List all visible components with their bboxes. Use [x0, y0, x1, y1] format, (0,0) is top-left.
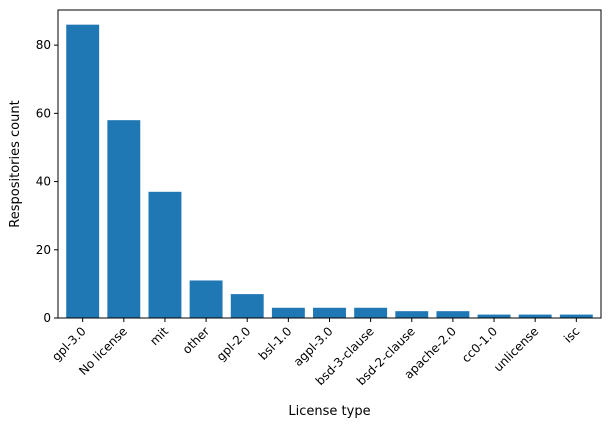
bar-bsd-2-clause — [395, 311, 429, 318]
bar-unlicense — [518, 314, 552, 318]
bar-isc — [559, 314, 593, 318]
bar-cc0-1.0 — [477, 314, 511, 318]
x-axis-label: License type — [288, 404, 370, 419]
plot-frame — [57, 9, 602, 319]
y-tick-label: 40 — [36, 175, 51, 189]
bar-other — [189, 280, 223, 318]
x-tick-label: cc0-1.0 — [459, 324, 500, 365]
x-axis-ticks: gpl-3.0No license mit other gpl-2.0 bsl-1.0a… — [49, 318, 582, 388]
y-axis-ticks: 0 20 40 60 80 — [36, 38, 58, 325]
bar-apache-2.0 — [436, 311, 470, 318]
bar-bsd-3-clause — [354, 307, 388, 318]
x-tick-label: bsl-1.0 — [256, 324, 295, 363]
bar-bsl-1.0 — [271, 307, 305, 318]
x-tick-label: gpl-2.0 — [214, 324, 254, 364]
bar-gpl-2.0 — [230, 294, 264, 318]
y-tick-label: 80 — [36, 38, 51, 52]
x-tick-label: unlicense — [491, 324, 541, 374]
x-tick-label: mit — [147, 324, 171, 348]
bars-group — [66, 24, 593, 319]
bar-gpl-3.0 — [66, 24, 100, 319]
x-tick-label: isc — [561, 324, 582, 345]
y-axis-label: Respositories count — [8, 100, 23, 227]
y-tick-label: 20 — [36, 243, 51, 257]
bar-No license — [107, 120, 141, 319]
y-tick-label: 60 — [36, 106, 51, 120]
y-tick-label: 0 — [43, 311, 51, 325]
bar-agpl-3.0 — [313, 307, 346, 318]
x-tick-label: gpl-3.0 — [49, 324, 89, 364]
x-tick-label: other — [180, 324, 213, 357]
bar-mit — [148, 191, 182, 318]
